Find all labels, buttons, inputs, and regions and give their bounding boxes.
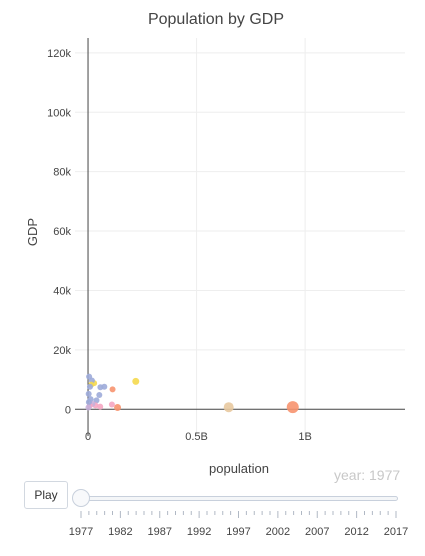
slider-tick-label: 1992 [187,526,211,538]
x-axis-label: population [209,461,269,476]
slider-ticks: 1977 1982 1987 1992 1997 2002 2007 2012 2017 [69,511,408,538]
data-points [85,373,299,414]
play-button[interactable]: Play [24,481,68,509]
slider-tick-label: 1987 [148,526,172,538]
y-axis-label: GDP [25,218,40,246]
data-point [85,404,92,411]
data-point [108,401,115,408]
data-point [286,401,299,414]
year-slider-handle[interactable] [72,489,90,507]
y-tick-label: 0 [65,404,71,416]
slider-tick-label: 2002 [266,526,290,538]
gridlines [75,38,405,436]
x-tick-label: 0.5B [185,431,208,443]
data-point [114,403,122,411]
year-slider-track[interactable] [82,496,398,501]
y-tick-label: 20k [53,345,71,357]
data-point [93,397,100,404]
tick-labels: 0 0.5B 1B 0 20k 40k 60k 80k 100k 120k [47,48,312,443]
slider-tick-label: 2017 [384,526,408,538]
x-tick-label: 0 [85,431,91,443]
x-tick-label: 1B [298,431,311,443]
slider-tick-label: 1982 [108,526,132,538]
slider-tick-label: 2012 [344,526,368,538]
slider-tick-label: 1977 [69,526,93,538]
data-point [86,373,93,380]
y-tick-label: 40k [53,285,71,297]
data-point [85,390,92,397]
chart-title: Population by GDP [148,11,284,28]
data-point [132,377,140,385]
data-point [223,402,234,413]
data-point [86,383,93,390]
data-point [96,392,103,399]
y-tick-label: 60k [53,226,71,238]
slider-tick-label: 2007 [305,526,329,538]
data-point [97,384,104,391]
data-point [85,399,92,406]
slider-tick-label: 1997 [226,526,250,538]
y-tick-label: 120k [47,48,71,60]
current-year-label: year: 1977 [334,467,401,483]
y-tick-label: 80k [53,167,71,179]
axes [75,38,405,436]
data-point [97,403,104,410]
data-point [109,386,116,393]
y-tick-label: 100k [47,107,71,119]
